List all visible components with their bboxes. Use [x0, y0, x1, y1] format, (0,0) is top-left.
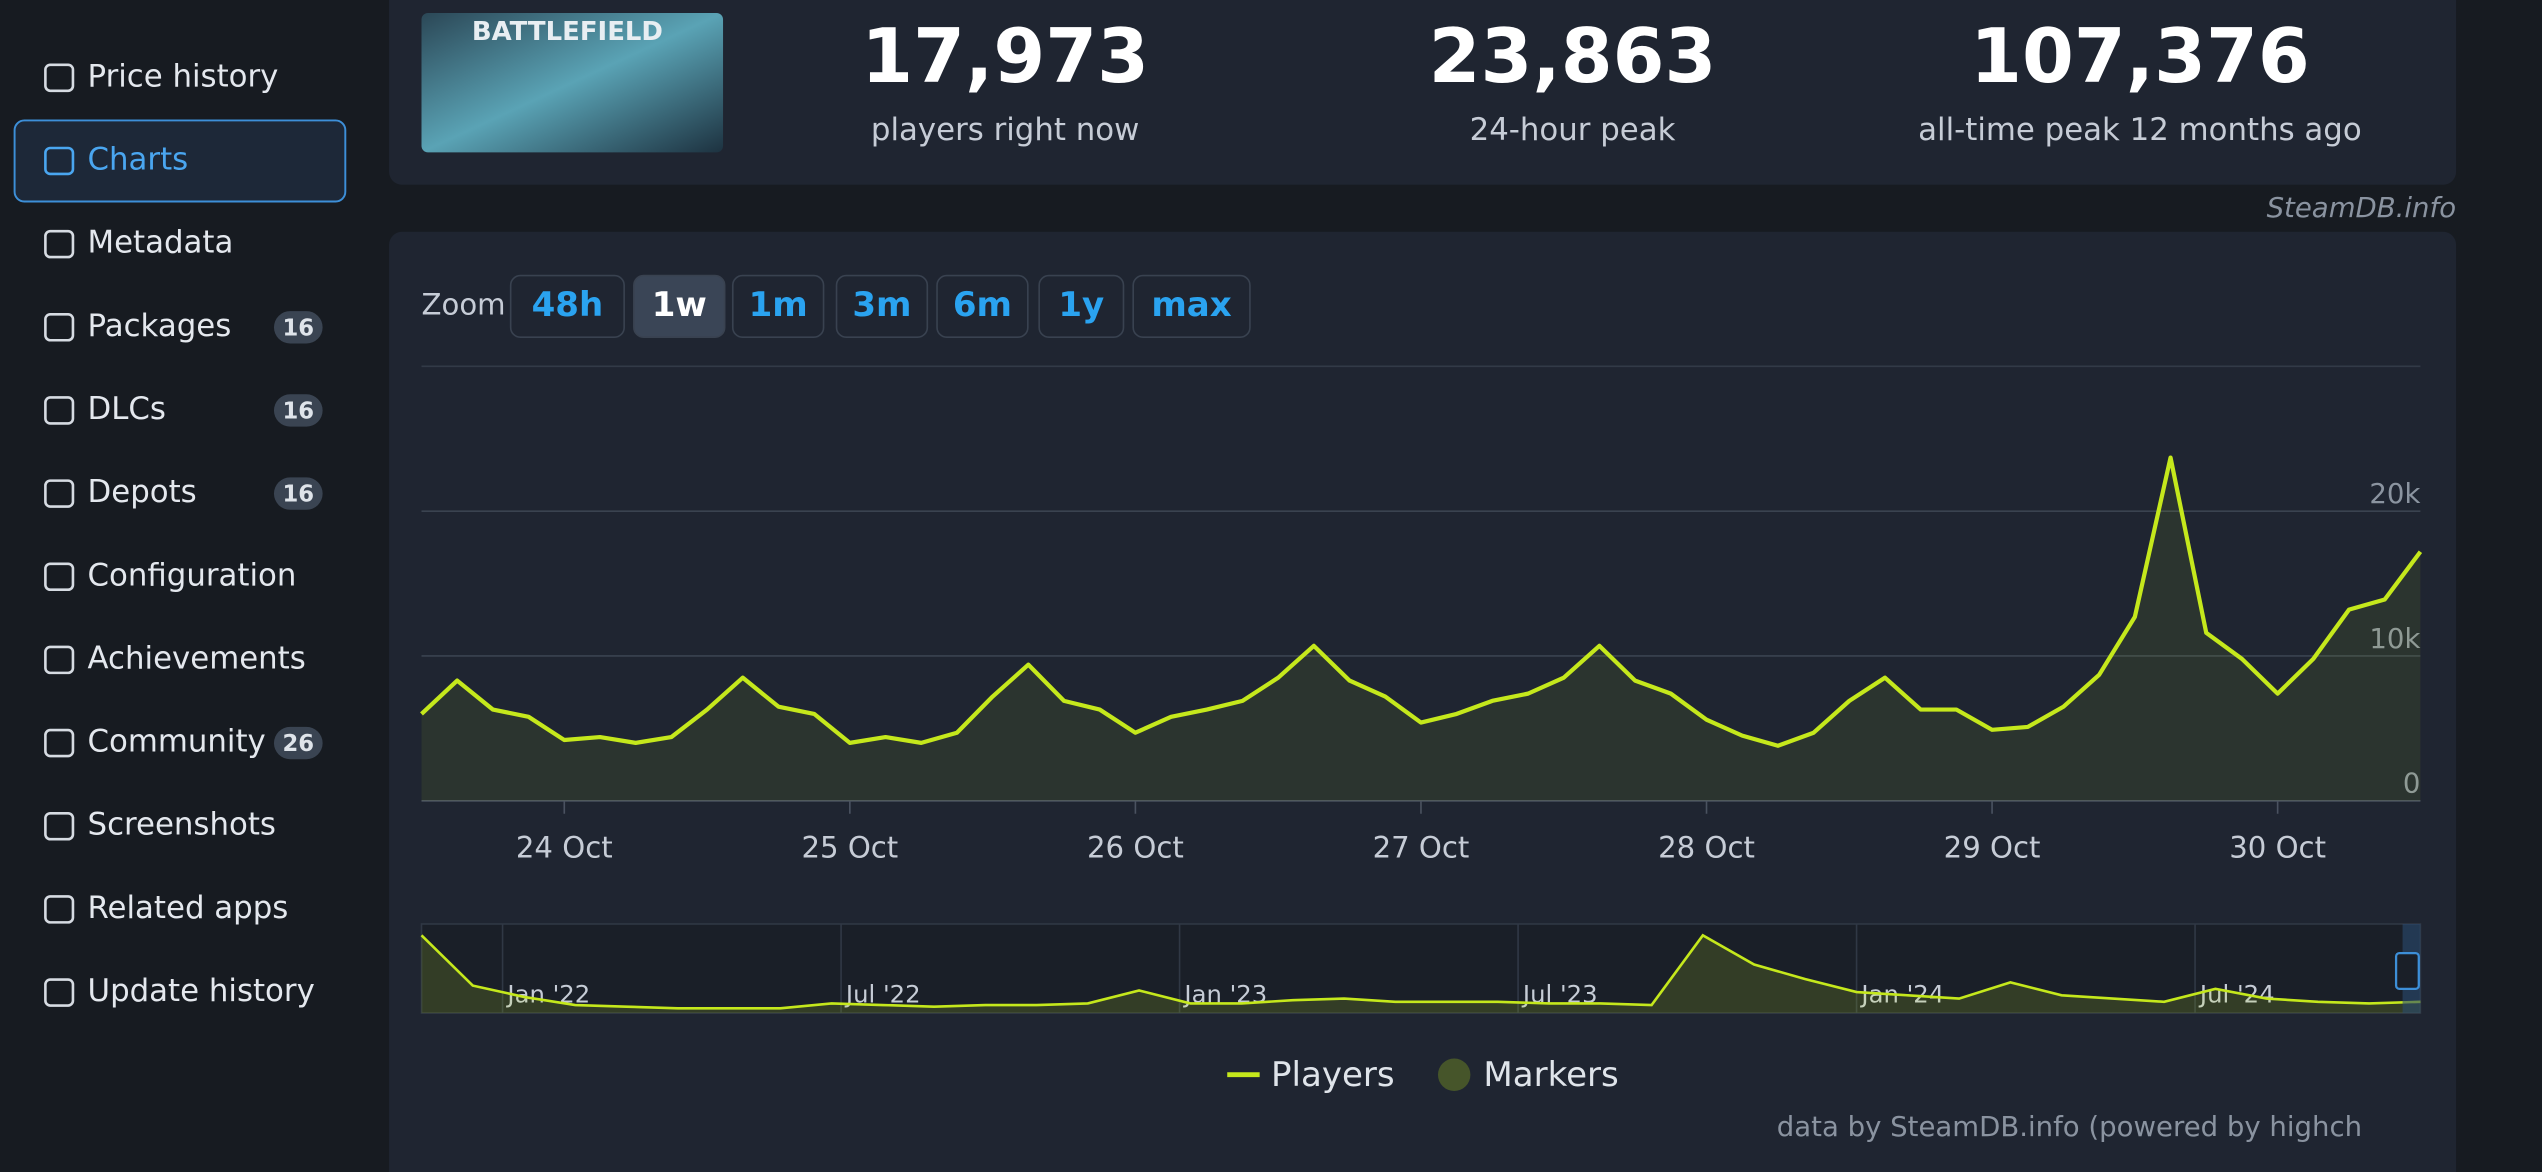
zoom-button-label[interactable]: 1w	[652, 285, 707, 325]
stat-label: 24-hour peak	[1470, 112, 1676, 148]
nav-item[interactable]: Community	[88, 724, 266, 760]
nav-icon	[44, 479, 75, 508]
x-tick-label: 30 Oct	[2229, 830, 2326, 864]
nav-icon	[44, 146, 75, 176]
x-tick-label: 27 Oct	[1373, 830, 1470, 864]
nav-icon	[44, 728, 75, 758]
x-tick-label: 28 Oct	[1658, 830, 1755, 864]
count-text: 16	[283, 482, 315, 508]
x-tick-label: 24 Oct	[516, 830, 613, 864]
count-badge	[273, 477, 323, 510]
count-text: 16	[283, 399, 315, 425]
y-tick-label: 0	[2403, 768, 2421, 800]
zoom-button[interactable]	[731, 274, 825, 338]
x-tick-label: 26 Oct	[1087, 830, 1184, 864]
x-tick-label: 25 Oct	[801, 830, 898, 864]
series-line	[420, 455, 2423, 748]
count-badge	[273, 394, 323, 427]
nav-icon	[44, 562, 75, 592]
zoom-button-label[interactable]: max	[1151, 285, 1231, 325]
credit: SteamDB.info	[2267, 192, 2456, 224]
zoom-button-label[interactable]: 6m	[953, 285, 1012, 325]
nav-item[interactable]: Related apps	[88, 890, 289, 926]
nav-icon	[44, 63, 75, 93]
stat-value: 17,973	[861, 13, 1149, 100]
nav-item[interactable]: DLCs	[88, 391, 166, 427]
zoom-button[interactable]	[936, 274, 1029, 338]
nav-icon	[44, 811, 75, 841]
zoom-button[interactable]	[835, 274, 929, 338]
zoom-button[interactable]	[1038, 274, 1125, 338]
count-badge	[273, 726, 323, 760]
y-tick-label: 20k	[2369, 478, 2420, 510]
zoom-button[interactable]	[509, 274, 625, 338]
legend-marker	[1437, 1058, 1471, 1091]
count-text: 16	[283, 315, 315, 341]
nav-item[interactable]: Price history	[88, 58, 279, 94]
header-panel	[389, 0, 2457, 185]
navigator-line	[420, 933, 2421, 1010]
stat-value: 23,863	[1429, 13, 1717, 100]
navigator-label: Jan '22	[505, 979, 590, 1008]
zoom-button[interactable]	[633, 274, 726, 338]
nav-item[interactable]: Metadata	[88, 225, 234, 261]
nav-icon	[44, 229, 75, 259]
active-nav-box	[13, 119, 347, 203]
nav-item[interactable]: Charts	[88, 141, 189, 177]
stat-label: players right now	[871, 112, 1139, 148]
navigator	[420, 923, 2422, 1014]
stat-label: all-time peak 12 months ago	[1918, 112, 2362, 148]
y-tick-label: 10k	[2369, 623, 2420, 655]
nav-item[interactable]: Depots	[88, 474, 197, 510]
navigator-handle[interactable]	[2394, 952, 2420, 990]
nav-icon	[44, 895, 75, 924]
zoom-button[interactable]	[1132, 274, 1251, 338]
count-badge	[273, 311, 323, 344]
nav-icon	[44, 313, 75, 342]
logo-text: BATTLEFIELD	[472, 17, 663, 47]
nav-icon	[44, 645, 75, 675]
stat-value: 107,376	[1970, 13, 2310, 100]
game-image	[421, 12, 724, 153]
x-tick-label: 29 Oct	[1944, 830, 2041, 864]
zoom-label: Zoom	[422, 287, 506, 321]
zoom-button-label[interactable]: 1y	[1058, 285, 1104, 325]
footer-credit: data by SteamDB.info (powered by highch	[1777, 1111, 2362, 1143]
nav-icon	[44, 396, 75, 425]
zoom-button-label[interactable]: 1m	[749, 285, 808, 325]
nav-item[interactable]: Update history	[88, 973, 315, 1009]
nav-icon	[44, 978, 75, 1007]
count-text: 26	[283, 731, 315, 757]
nav-item[interactable]: Screenshots	[88, 807, 276, 843]
zoom-button-label[interactable]: 48h	[532, 285, 604, 325]
navigator-area	[421, 935, 2421, 1014]
nav-item[interactable]: Packages	[88, 308, 232, 344]
legend-label[interactable]: Markers	[1483, 1055, 1618, 1095]
nav-item[interactable]: Configuration	[88, 557, 297, 593]
legend-label[interactable]: Players	[1271, 1055, 1395, 1095]
nav-item[interactable]: Achievements	[88, 640, 306, 676]
zoom-button-label[interactable]: 3m	[852, 285, 911, 325]
area-fill	[421, 457, 2421, 801]
